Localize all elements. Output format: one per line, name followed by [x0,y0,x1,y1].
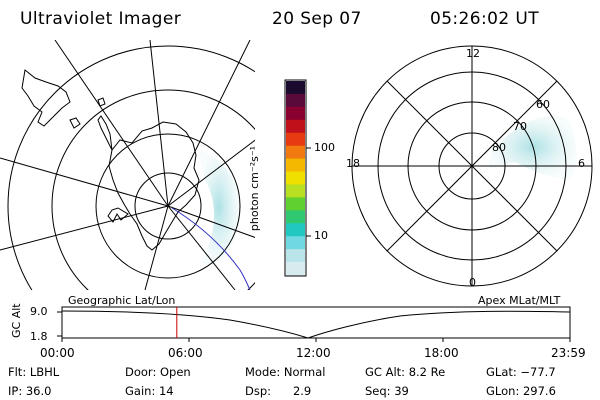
polar-plot-caption: Apex MLat/MLT [478,294,561,307]
colorbar-stripe [286,236,305,250]
app-title: Ultraviolet Imager [20,9,182,29]
polar-axis-diagonal [386,80,558,252]
timeline-xtick-label: 18:00 [424,346,459,360]
islands-coastline [97,97,106,107]
peninsula-coastline [97,115,113,151]
colorbar-unit-label: photon cm⁻²s⁻¹ [248,145,262,232]
islands-coastline [69,117,81,129]
lat-circle-outermost [7,45,255,290]
status-gc-alt: GC Alt: 8.2 Re [365,365,446,379]
aurora-glow-geo [198,150,240,265]
geo-map-caption: Geographic Lat/Lon [68,294,176,307]
lon-line [144,205,169,290]
colorbar-stripe [286,158,305,173]
mlt-label-18: 18 [346,157,360,170]
colorbar-stripe [286,184,305,198]
mlt-label-0: 0 [469,276,476,289]
ice-shelf [107,207,129,223]
colorbar-label-10: 10 [314,229,328,242]
timeline-xtick-label: 12:00 [296,346,331,360]
colorbar-stripe [286,119,305,134]
status-ip: IP: 36.0 [8,384,52,398]
lon-line [167,205,236,290]
altitude-curve [61,310,571,339]
colorbar-label-100: 100 [314,141,335,154]
status-mode: Mode: Normal [245,365,326,379]
timeline-plot [57,306,571,342]
lat-circle-inner [134,172,202,240]
status-seq: Seq: 39 [365,384,409,398]
status-glon: GLon: 297.6 [486,384,556,398]
timeline-xtick-label: 00:00 [40,346,75,360]
antarctica-coastline [108,121,200,251]
colorbar-stripe [286,262,305,276]
status-gain: Gain: 14 [125,384,174,398]
colorbar-stripe [286,197,305,211]
colorbar-stripe [286,249,305,263]
lat-label-60: 60 [536,98,550,111]
lon-line [0,205,169,251]
mlt-label-6: 6 [578,157,585,170]
lat-circle-outer [51,89,255,290]
timeline-ytick-label-9: 9.0 [30,305,48,318]
date-label: 20 Sep 07 [272,9,362,29]
timeline-xtick-label: 06:00 [168,346,203,360]
status-filter: Flt: LBHL [8,365,60,379]
colorbar-stripe [286,93,305,108]
lon-line [0,157,169,207]
mlt-label-12: 12 [466,47,480,60]
status-door: Door: Open [125,365,191,379]
colorbar-stripe [286,106,305,121]
lat-label-80: 80 [492,141,506,154]
timeline-ytick-label-1-8: 1.8 [30,330,48,343]
status-dsp: Dsp: 2.9 [245,384,312,398]
polar-plot [351,45,593,287]
lon-line [167,205,255,238]
geographic-map [0,40,255,290]
lon-line [149,40,169,207]
colorbar-frame [284,79,307,277]
timeline-xtick-label: 23:59 [551,346,586,360]
lon-line [167,139,255,207]
south-america-coastline [21,69,71,127]
lon-line [54,40,169,207]
status-glat: GLat: −77.7 [486,365,556,379]
timeline-y-label: GC Alt [10,303,23,338]
colorbar-stripe [286,210,305,224]
colorbar-stripe [286,171,305,185]
lat-label-70: 70 [513,120,527,133]
colorbar-stripe [286,223,305,237]
lon-line [167,40,251,207]
colorbar-stripe [286,145,305,160]
lat-circle-mid [95,133,241,279]
time-label: 05:26:02 UT [430,9,539,29]
terminator-line [171,207,251,290]
colorbar-stripe [286,81,305,95]
colorbar [284,79,311,277]
colorbar-stripe [286,132,305,147]
